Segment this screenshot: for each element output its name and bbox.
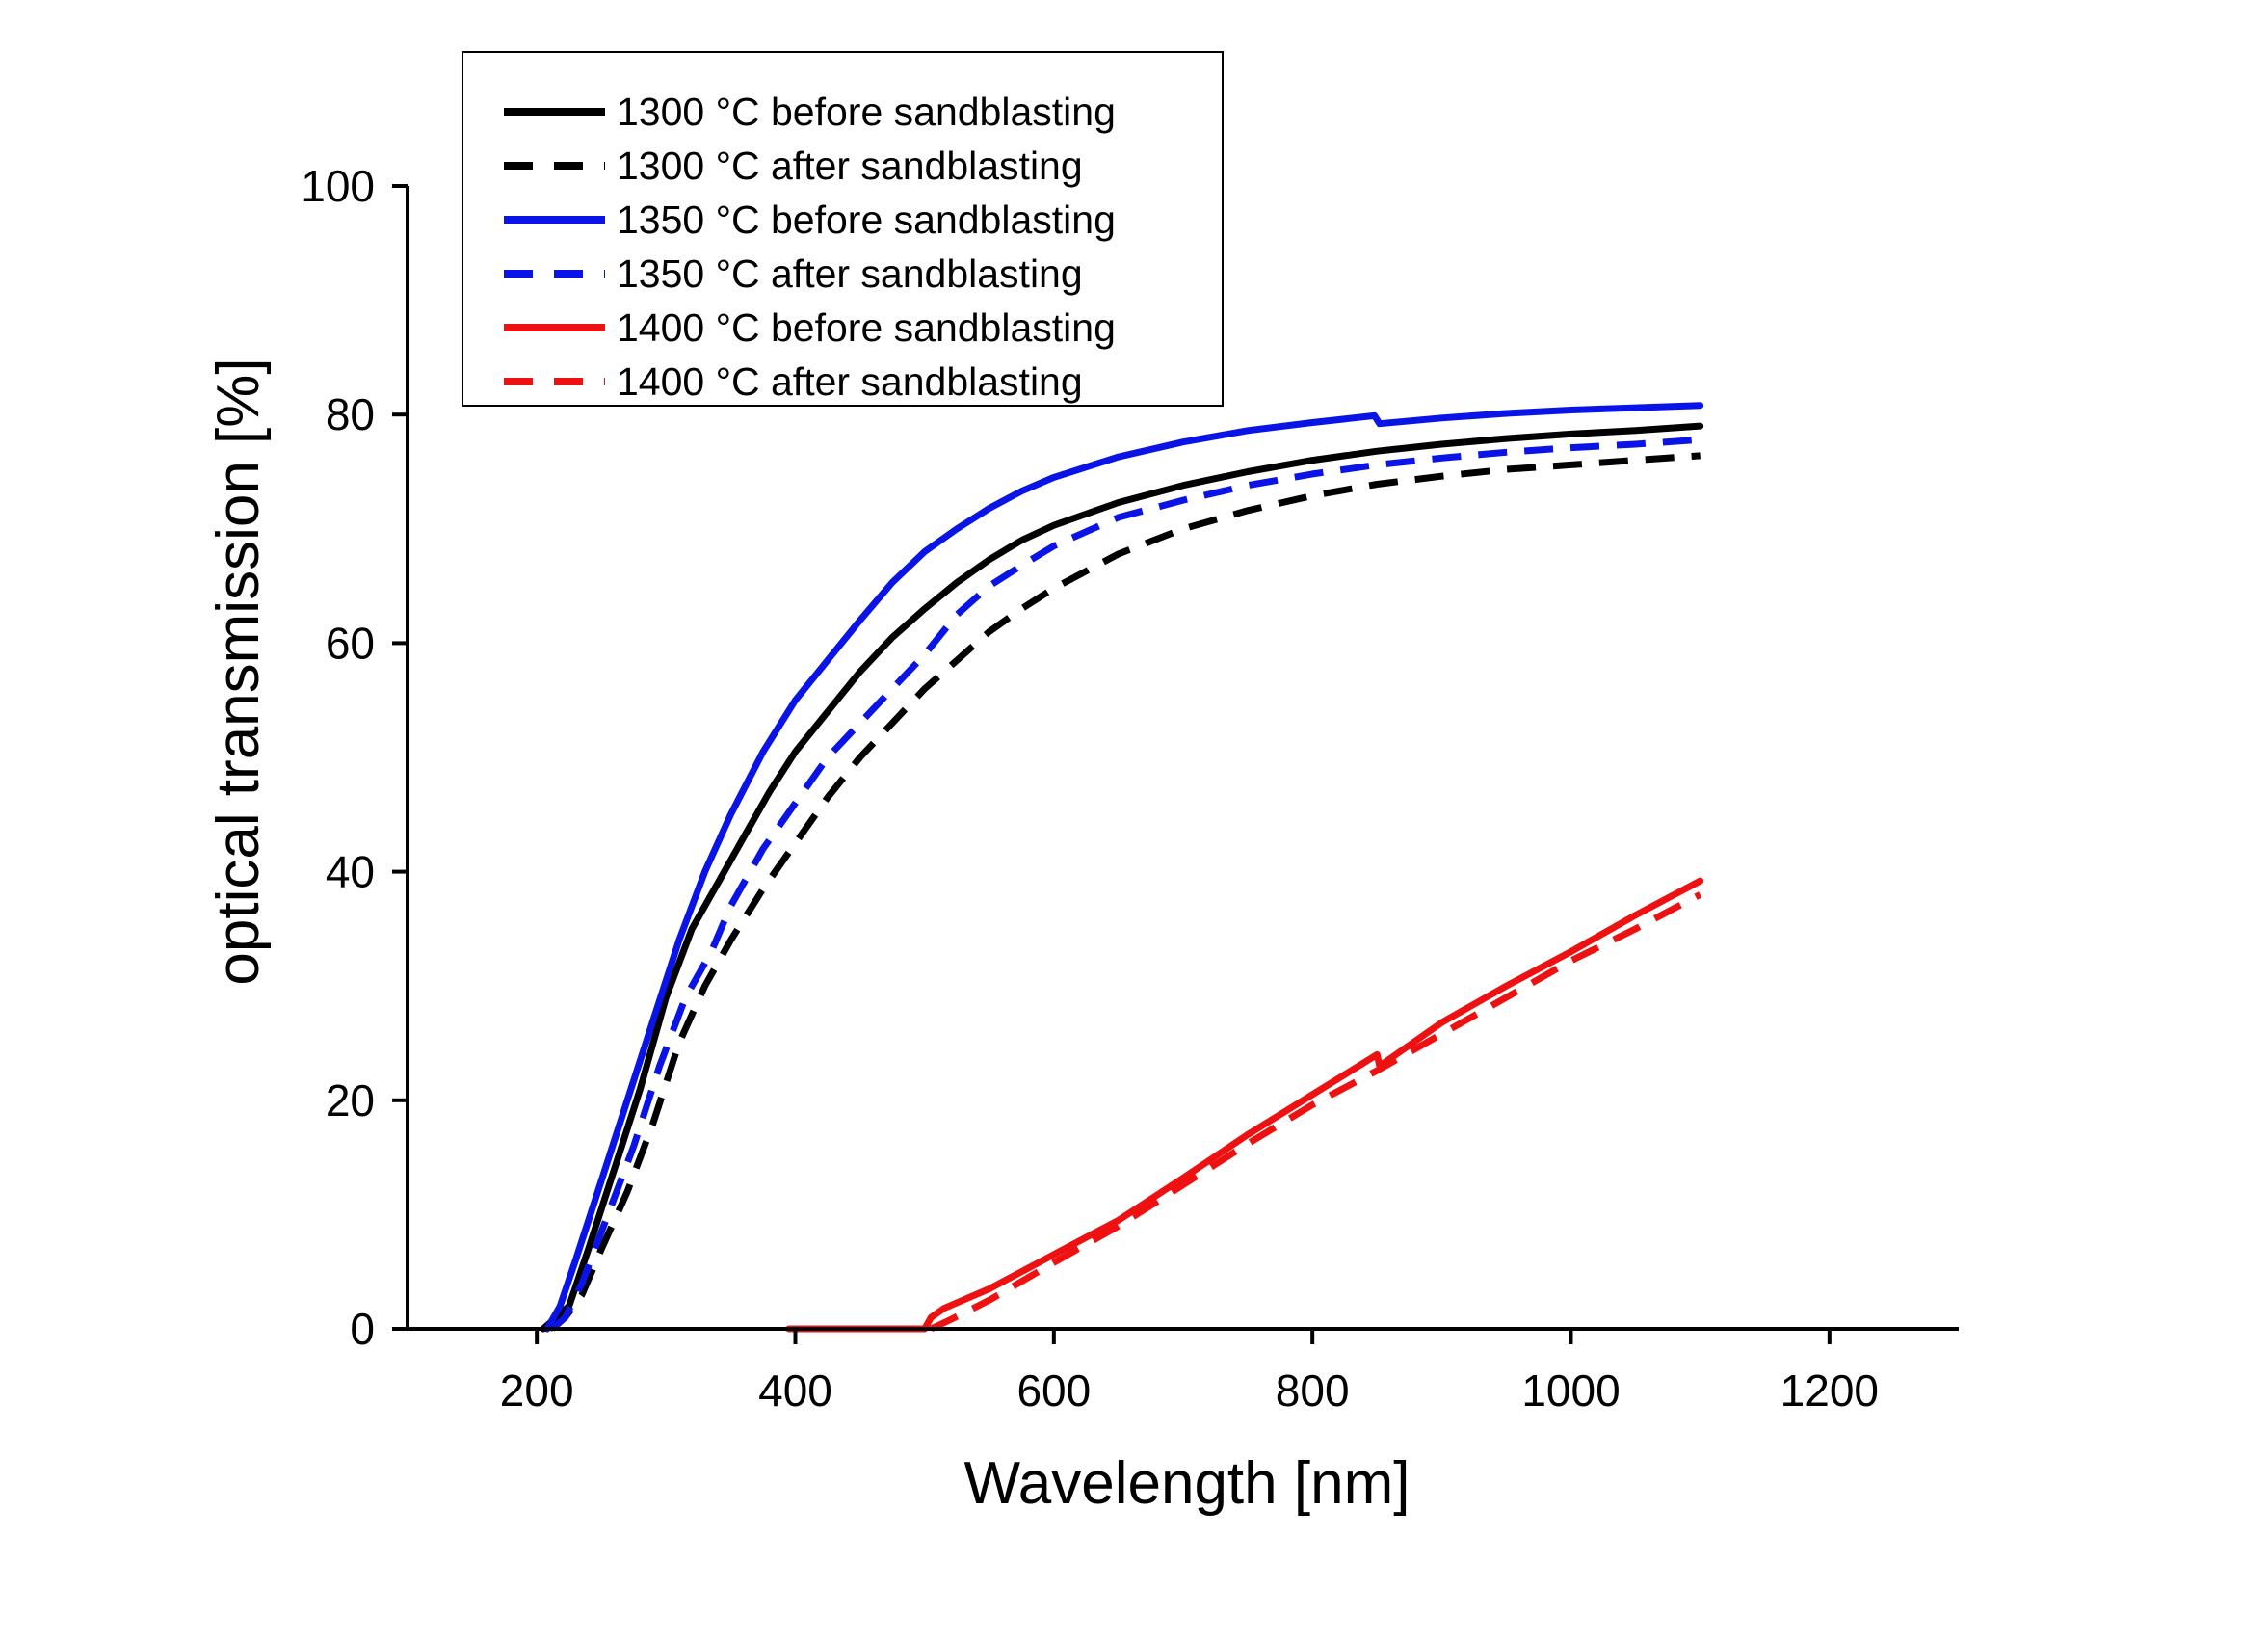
series-line-1300-c-before-sandblasting (540, 422, 1704, 1333)
legend-label-1300-c-after-sandblasting: 1300 °C after sandblasting (617, 144, 1083, 188)
x-tick-label: 200 (500, 1365, 574, 1416)
x-tick-label: 800 (1276, 1365, 1350, 1416)
legend-label-1350-c-after-sandblasting: 1350 °C after sandblasting (617, 252, 1083, 296)
x-tick-label: 1200 (1780, 1365, 1879, 1416)
axes-layer: 200 400 600 800 1000 1200 0 20 40 60 80 100 (301, 161, 1959, 1416)
x-axis-title: Wavelength [nm] (964, 1450, 1411, 1517)
series-line-1400-c-before-sandblasting (785, 877, 1704, 1333)
x-tick-label: 400 (758, 1365, 832, 1416)
legend-label-1400-c-before-sandblasting: 1400 °C before sandblasting (617, 305, 1116, 350)
y-tick-label: 0 (350, 1304, 375, 1354)
y-tick-label: 20 (326, 1075, 375, 1126)
legend-label-1350-c-before-sandblasting: 1350 °C before sandblasting (617, 198, 1116, 242)
y-tick-label: 40 (326, 847, 375, 897)
legend-label-1400-c-after-sandblasting: 1400 °C after sandblasting (617, 359, 1083, 404)
x-tick-label: 1000 (1521, 1365, 1620, 1416)
y-tick-label: 60 (326, 618, 375, 668)
x-tick-label: 600 (1016, 1365, 1091, 1416)
legend-label-1300-c-before-sandblasting: 1300 °C before sandblasting (617, 90, 1116, 134)
legend-items: 1300 °C before sandblasting 1300 °C after… (504, 90, 1116, 404)
series-line-1300-c-after-sandblasting (547, 452, 1701, 1332)
y-tick-label: 80 (326, 389, 375, 439)
y-ticks: 0 20 40 60 80 100 (301, 161, 408, 1354)
series-line-1350-c-before-sandblasting (543, 402, 1704, 1333)
y-axis-title: optical transmission [%] (205, 358, 272, 985)
legend: 1300 °C before sandblasting 1300 °C after… (462, 51, 1224, 407)
series-line-1350-c-after-sandblasting (549, 436, 1701, 1332)
series-layer (540, 402, 1704, 1333)
y-tick-label: 100 (301, 161, 375, 211)
x-ticks: 200 400 600 800 1000 1200 (500, 1329, 1879, 1416)
